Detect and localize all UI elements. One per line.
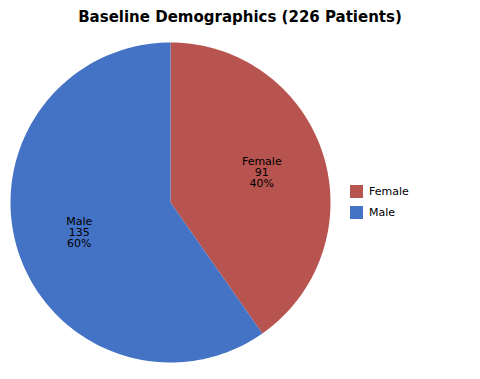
- html-text:Baseline Demographics (226 Pat: Baseline Demographics (226 Patients): [78, 8, 402, 26]
- html-text:Male: Male: [369, 206, 396, 219]
- svg-text:Male13560%: Male13560%: [66, 215, 92, 250]
- svg-text:Female9140%: Female9140%: [242, 155, 282, 190]
- html-text:Female: Female: [369, 185, 409, 198]
